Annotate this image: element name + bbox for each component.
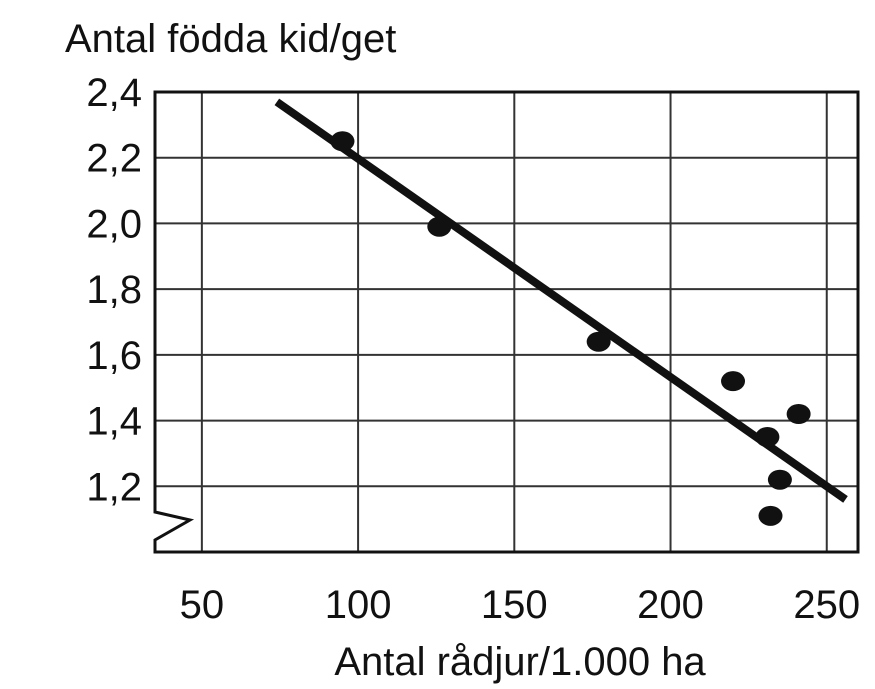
- y-tick-label: 2,0: [86, 202, 142, 246]
- point: [786, 404, 811, 424]
- point: [586, 331, 611, 352]
- y-tick-label: 1,8: [86, 268, 142, 312]
- point: [330, 131, 355, 152]
- point: [767, 469, 792, 490]
- trend-line: [274, 98, 848, 503]
- y-tick-label: 1,6: [86, 334, 142, 378]
- x-tick-label: 250: [793, 583, 860, 627]
- point: [427, 216, 452, 237]
- x-tick-label: 200: [637, 583, 704, 627]
- point: [721, 371, 746, 392]
- y-tick-label: 1,2: [86, 465, 142, 509]
- point: [758, 505, 783, 526]
- chart-title: Antal födda kid/get: [65, 17, 396, 61]
- x-tick-label: 100: [325, 583, 392, 627]
- point: [755, 427, 780, 447]
- plot-border: [153, 90, 860, 554]
- y-tick-label: 2,4: [86, 71, 142, 115]
- x-tick-label: 150: [481, 583, 548, 627]
- grid: [155, 91, 858, 552]
- y-tick-label: 2,2: [86, 137, 142, 181]
- y-tick-label: 1,4: [86, 400, 142, 444]
- x-tick-label: 50: [180, 583, 225, 627]
- x-axis-label: Antal rådjur/1.000 ha: [334, 640, 706, 684]
